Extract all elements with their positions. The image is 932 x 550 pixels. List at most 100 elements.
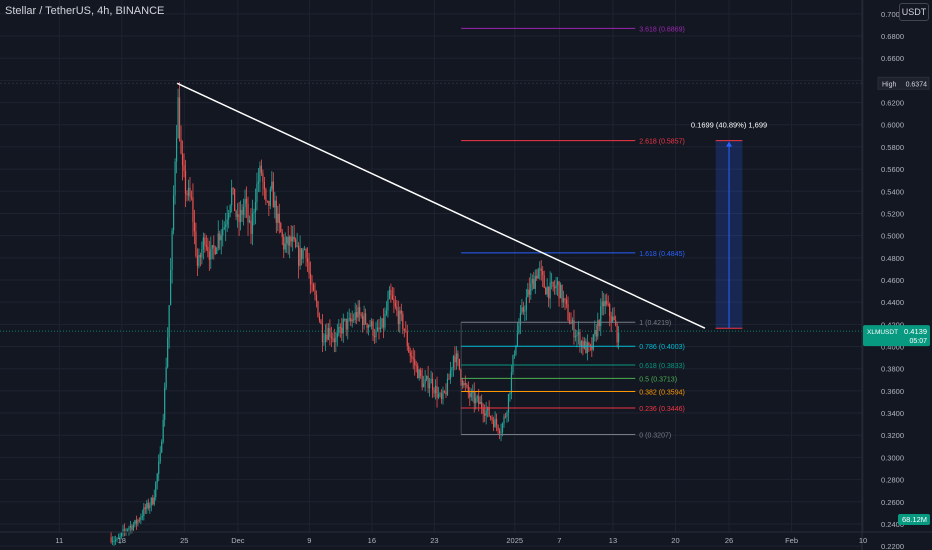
candle-body [116,538,118,541]
candle-body [359,307,361,315]
candle-body [117,538,120,539]
candle-body [189,187,191,197]
candle-body [350,318,352,322]
candle-body [570,323,572,325]
candle-body [248,220,251,223]
candle-body [561,284,563,303]
y-tick-label: 0.7000 [881,10,904,19]
candle-body [231,188,233,206]
candle-body [448,378,450,380]
candle-body [519,313,521,326]
candle-body [225,224,227,228]
candle-body [564,298,566,300]
candle-body [369,325,371,327]
candle-body [320,320,322,324]
currency-button[interactable]: USDT [899,3,929,21]
candle-body [408,345,410,353]
candle-body [568,320,571,324]
candle-body [123,529,126,531]
candle-body [275,200,277,223]
candle-body [138,519,140,521]
candle-body [439,393,441,395]
candle-body [473,391,475,404]
x-tick-label: 2025 [506,536,523,545]
candle-body [146,502,148,509]
y-tick-label: 0.3400 [881,409,904,418]
candle-body [576,334,578,337]
candle-body [207,246,209,252]
candle-body [370,321,373,326]
candle-body [443,391,446,392]
candle-body [317,301,319,317]
candle-body [141,515,143,518]
candle-body [565,299,568,305]
symbol-title: Stellar / TetherUS, 4h, BINANCE [5,5,165,17]
candle-body [205,245,207,247]
candle-body [527,289,529,298]
candle-body [607,304,609,305]
candle-body [309,273,312,285]
candle-body [603,301,605,307]
candle-body [482,408,484,414]
candle-body [190,196,193,198]
candle-body [403,328,405,331]
candle-body [481,401,483,409]
candle-body [196,255,199,266]
x-tick-label: 26 [725,536,733,545]
candle-body [530,283,532,295]
candle-body [506,412,508,417]
candle-body [122,529,124,533]
candle-body [415,365,417,366]
fib-level-label: 0 (0.3207) [639,432,671,439]
candle-body [524,310,526,312]
candle-body [446,378,449,395]
candle-body [595,330,597,337]
candle-body [609,304,611,317]
candle-body [515,345,517,355]
candle-body [588,342,590,346]
candle-body [364,313,367,324]
candle-body [254,202,257,213]
fib-level-label: 0.236 (0.3446) [639,406,685,413]
candle-body [347,319,349,330]
candle-body [256,183,258,203]
candle-body [373,335,376,338]
candle-body [266,200,268,202]
candle-body [306,258,309,263]
candle-body [193,222,196,232]
candle-body [592,334,594,350]
candle-body [180,139,182,154]
candle-body [208,251,210,260]
candle-body [534,275,536,289]
candle-body [120,532,123,537]
candle-body [286,236,288,244]
volume-box [898,514,930,525]
candle-body [284,243,286,250]
candle-body [204,237,206,246]
candle-body [244,198,246,208]
candle-body [552,282,554,287]
candle-body [375,330,377,338]
candle-body [171,230,173,271]
candle-body [198,254,200,266]
candle-body [612,316,614,322]
high-label-value: 0.6374 [906,81,928,88]
candle-body [387,299,389,311]
candle-body [475,397,477,404]
candle-body [211,245,213,249]
candle-body [390,289,392,296]
candle-body [135,520,137,524]
last-price-box [863,325,930,347]
candle-body [219,233,221,241]
candle-body [283,237,285,250]
candle-body [464,383,466,385]
candle-body [353,319,355,321]
candle-body [516,333,519,346]
candle-body [298,245,300,266]
candle-body [428,383,431,389]
candle-body [412,357,414,360]
y-tick-label: 0.2800 [881,476,904,485]
candle-body [434,385,437,394]
y-tick-label: 0.3800 [881,365,904,374]
